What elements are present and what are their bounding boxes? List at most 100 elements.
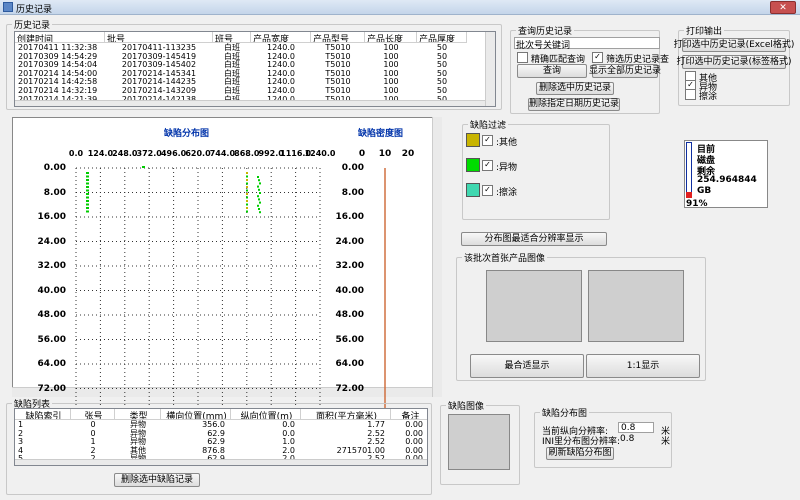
defect-cell[interactable]: 0.0 (282, 420, 295, 429)
button[interactable]: 打印选中历史记录(Excel格式) (674, 38, 794, 52)
defect-cell[interactable]: 62.9 (207, 437, 225, 446)
history-cell[interactable]: 20170214-142138 (105, 95, 213, 104)
history-cell[interactable]: T5010 (311, 95, 365, 104)
checkbox[interactable]: ✓ (592, 52, 603, 63)
defect-cell[interactable]: 2 (90, 445, 96, 455)
defect-cell[interactable]: 0.00 (405, 437, 423, 446)
history-cell[interactable]: 100 (383, 86, 399, 95)
history-cell[interactable]: 白班 (213, 95, 251, 104)
button[interactable]: 1:1显示 (586, 354, 700, 378)
history-cell[interactable]: 1240.0 (267, 86, 295, 95)
button[interactable]: 刷新缺陷分布图 (546, 447, 614, 460)
history-cell[interactable]: 20170309 14:54:29 (18, 51, 98, 61)
h-scrollbar[interactable] (15, 100, 485, 106)
history-cell[interactable]: T5010 (325, 51, 351, 61)
history-cell[interactable]: 1240.0 (267, 77, 295, 87)
history-cell[interactable]: 白班 (224, 60, 240, 70)
history-cell[interactable]: 1240.0 (267, 51, 295, 61)
history-cell[interactable]: 20170411 11:32:38 (18, 43, 98, 52)
history-cell[interactable]: 20170214 14:42:58 (18, 77, 98, 87)
defect-cell[interactable]: 异物 (130, 420, 146, 429)
history-cell[interactable]: 50 (436, 43, 448, 52)
history-cell[interactable]: 50 (436, 77, 448, 87)
history-cell[interactable]: 50 (417, 95, 467, 104)
defect-cell[interactable]: 5 (15, 454, 71, 463)
defect-cell[interactable]: 1 (90, 437, 96, 446)
defect-cell[interactable]: 0.00 (405, 428, 423, 438)
defect-cell[interactable]: 异物 (115, 454, 161, 463)
defect-cell[interactable]: 62.9 (207, 428, 225, 438)
defect-cell[interactable]: 1 (18, 420, 24, 429)
checkbox[interactable]: ✓ (482, 185, 493, 196)
history-cell[interactable]: 1240.0 (267, 68, 295, 78)
defect-cell[interactable]: 2.52 (367, 437, 385, 446)
history-cell[interactable]: T5010 (325, 77, 351, 87)
button[interactable]: 删除指定日期历史记录 (528, 98, 620, 111)
defect-cell[interactable]: 其他 (130, 445, 146, 455)
defect-cell[interactable]: 0.00 (391, 454, 427, 463)
history-cell[interactable]: 20170214 14:32:19 (18, 86, 98, 95)
history-cell[interactable]: 白班 (224, 86, 240, 95)
setting-input[interactable]: 0.8 (618, 422, 654, 433)
color-swatch[interactable] (466, 133, 480, 147)
defect-cell[interactable]: 62.9 (161, 454, 231, 463)
history-cell[interactable]: 50 (436, 86, 448, 95)
defect-cell[interactable]: 0 (90, 428, 96, 438)
history-cell[interactable]: 20170411-113235 (121, 43, 197, 52)
checkbox[interactable]: ✓ (482, 135, 493, 146)
defect-cell[interactable]: 2.52 (301, 454, 391, 463)
history-cell[interactable]: T5010 (325, 68, 351, 78)
keyword-input[interactable]: 批次号关键词 (514, 37, 660, 51)
history-cell[interactable]: 白班 (224, 51, 240, 61)
history-cell[interactable]: 100 (383, 68, 399, 78)
history-cell[interactable]: 20170309 14:54:04 (18, 60, 98, 70)
button[interactable]: 打印选中历史记录(标签格式) (676, 55, 792, 69)
defect-cell[interactable]: 2.0 (282, 445, 295, 455)
history-cell[interactable]: 白班 (224, 43, 240, 52)
history-cell[interactable]: 1240.0 (267, 43, 295, 52)
defect-cell[interactable]: 2.52 (367, 428, 385, 438)
history-cell[interactable]: 白班 (224, 68, 240, 78)
history-cell[interactable]: 20170309-145402 (121, 60, 197, 70)
history-cell[interactable]: T5010 (325, 60, 351, 70)
defect-cell[interactable]: 2 (71, 454, 115, 463)
history-cell[interactable]: 100 (383, 43, 399, 52)
button[interactable]: 查询 (517, 64, 587, 78)
checkbox[interactable] (685, 89, 696, 100)
defect-cell[interactable]: 2.0 (231, 454, 301, 463)
defect-cell[interactable]: 2715701.00 (336, 445, 385, 455)
history-cell[interactable]: 20170214 14:54:00 (18, 68, 98, 78)
history-cell[interactable]: 20170214 14:21:39 (15, 95, 105, 104)
button[interactable]: 最合适显示 (470, 354, 584, 378)
color-swatch[interactable] (466, 158, 480, 172)
plot-h-scrollbar[interactable] (12, 387, 432, 397)
plot-scrollbar[interactable] (432, 117, 442, 397)
defect-cell[interactable]: 异物 (130, 428, 146, 438)
button[interactable]: 删除选中缺陷记录 (114, 473, 200, 487)
checkbox[interactable] (517, 52, 528, 63)
defect-cell[interactable]: 0 (90, 420, 96, 429)
history-cell[interactable]: 1240.0 (267, 60, 295, 70)
history-cell[interactable]: 20170214-144235 (121, 77, 197, 87)
defect-cell[interactable]: 0.0 (282, 428, 295, 438)
defect-cell[interactable]: 3 (18, 437, 24, 446)
history-cell[interactable]: 100 (383, 60, 399, 70)
history-cell[interactable]: 20170214-143209 (121, 86, 197, 95)
scrollbar[interactable] (485, 32, 495, 106)
color-swatch[interactable] (466, 183, 480, 197)
history-cell[interactable]: 100 (383, 77, 399, 87)
button[interactable]: 显示全部历史记录 (589, 64, 661, 78)
h-scrollbar[interactable] (15, 459, 427, 465)
history-cell[interactable]: 白班 (224, 77, 240, 87)
history-cell[interactable]: 1240.0 (251, 95, 311, 104)
defect-cell[interactable]: 4 (18, 445, 24, 455)
checkbox[interactable]: ✓ (482, 160, 493, 171)
history-cell[interactable]: 100 (365, 95, 417, 104)
history-cell[interactable]: T5010 (325, 43, 351, 52)
defect-cell[interactable]: 0.00 (405, 420, 423, 429)
defect-cell[interactable]: 356.0 (202, 420, 225, 429)
history-cell[interactable]: 20170214-145341 (121, 68, 197, 78)
defect-cell[interactable]: 2 (18, 428, 24, 438)
defect-cell[interactable]: 1.77 (367, 420, 385, 429)
history-cell[interactable]: 50 (436, 68, 448, 78)
